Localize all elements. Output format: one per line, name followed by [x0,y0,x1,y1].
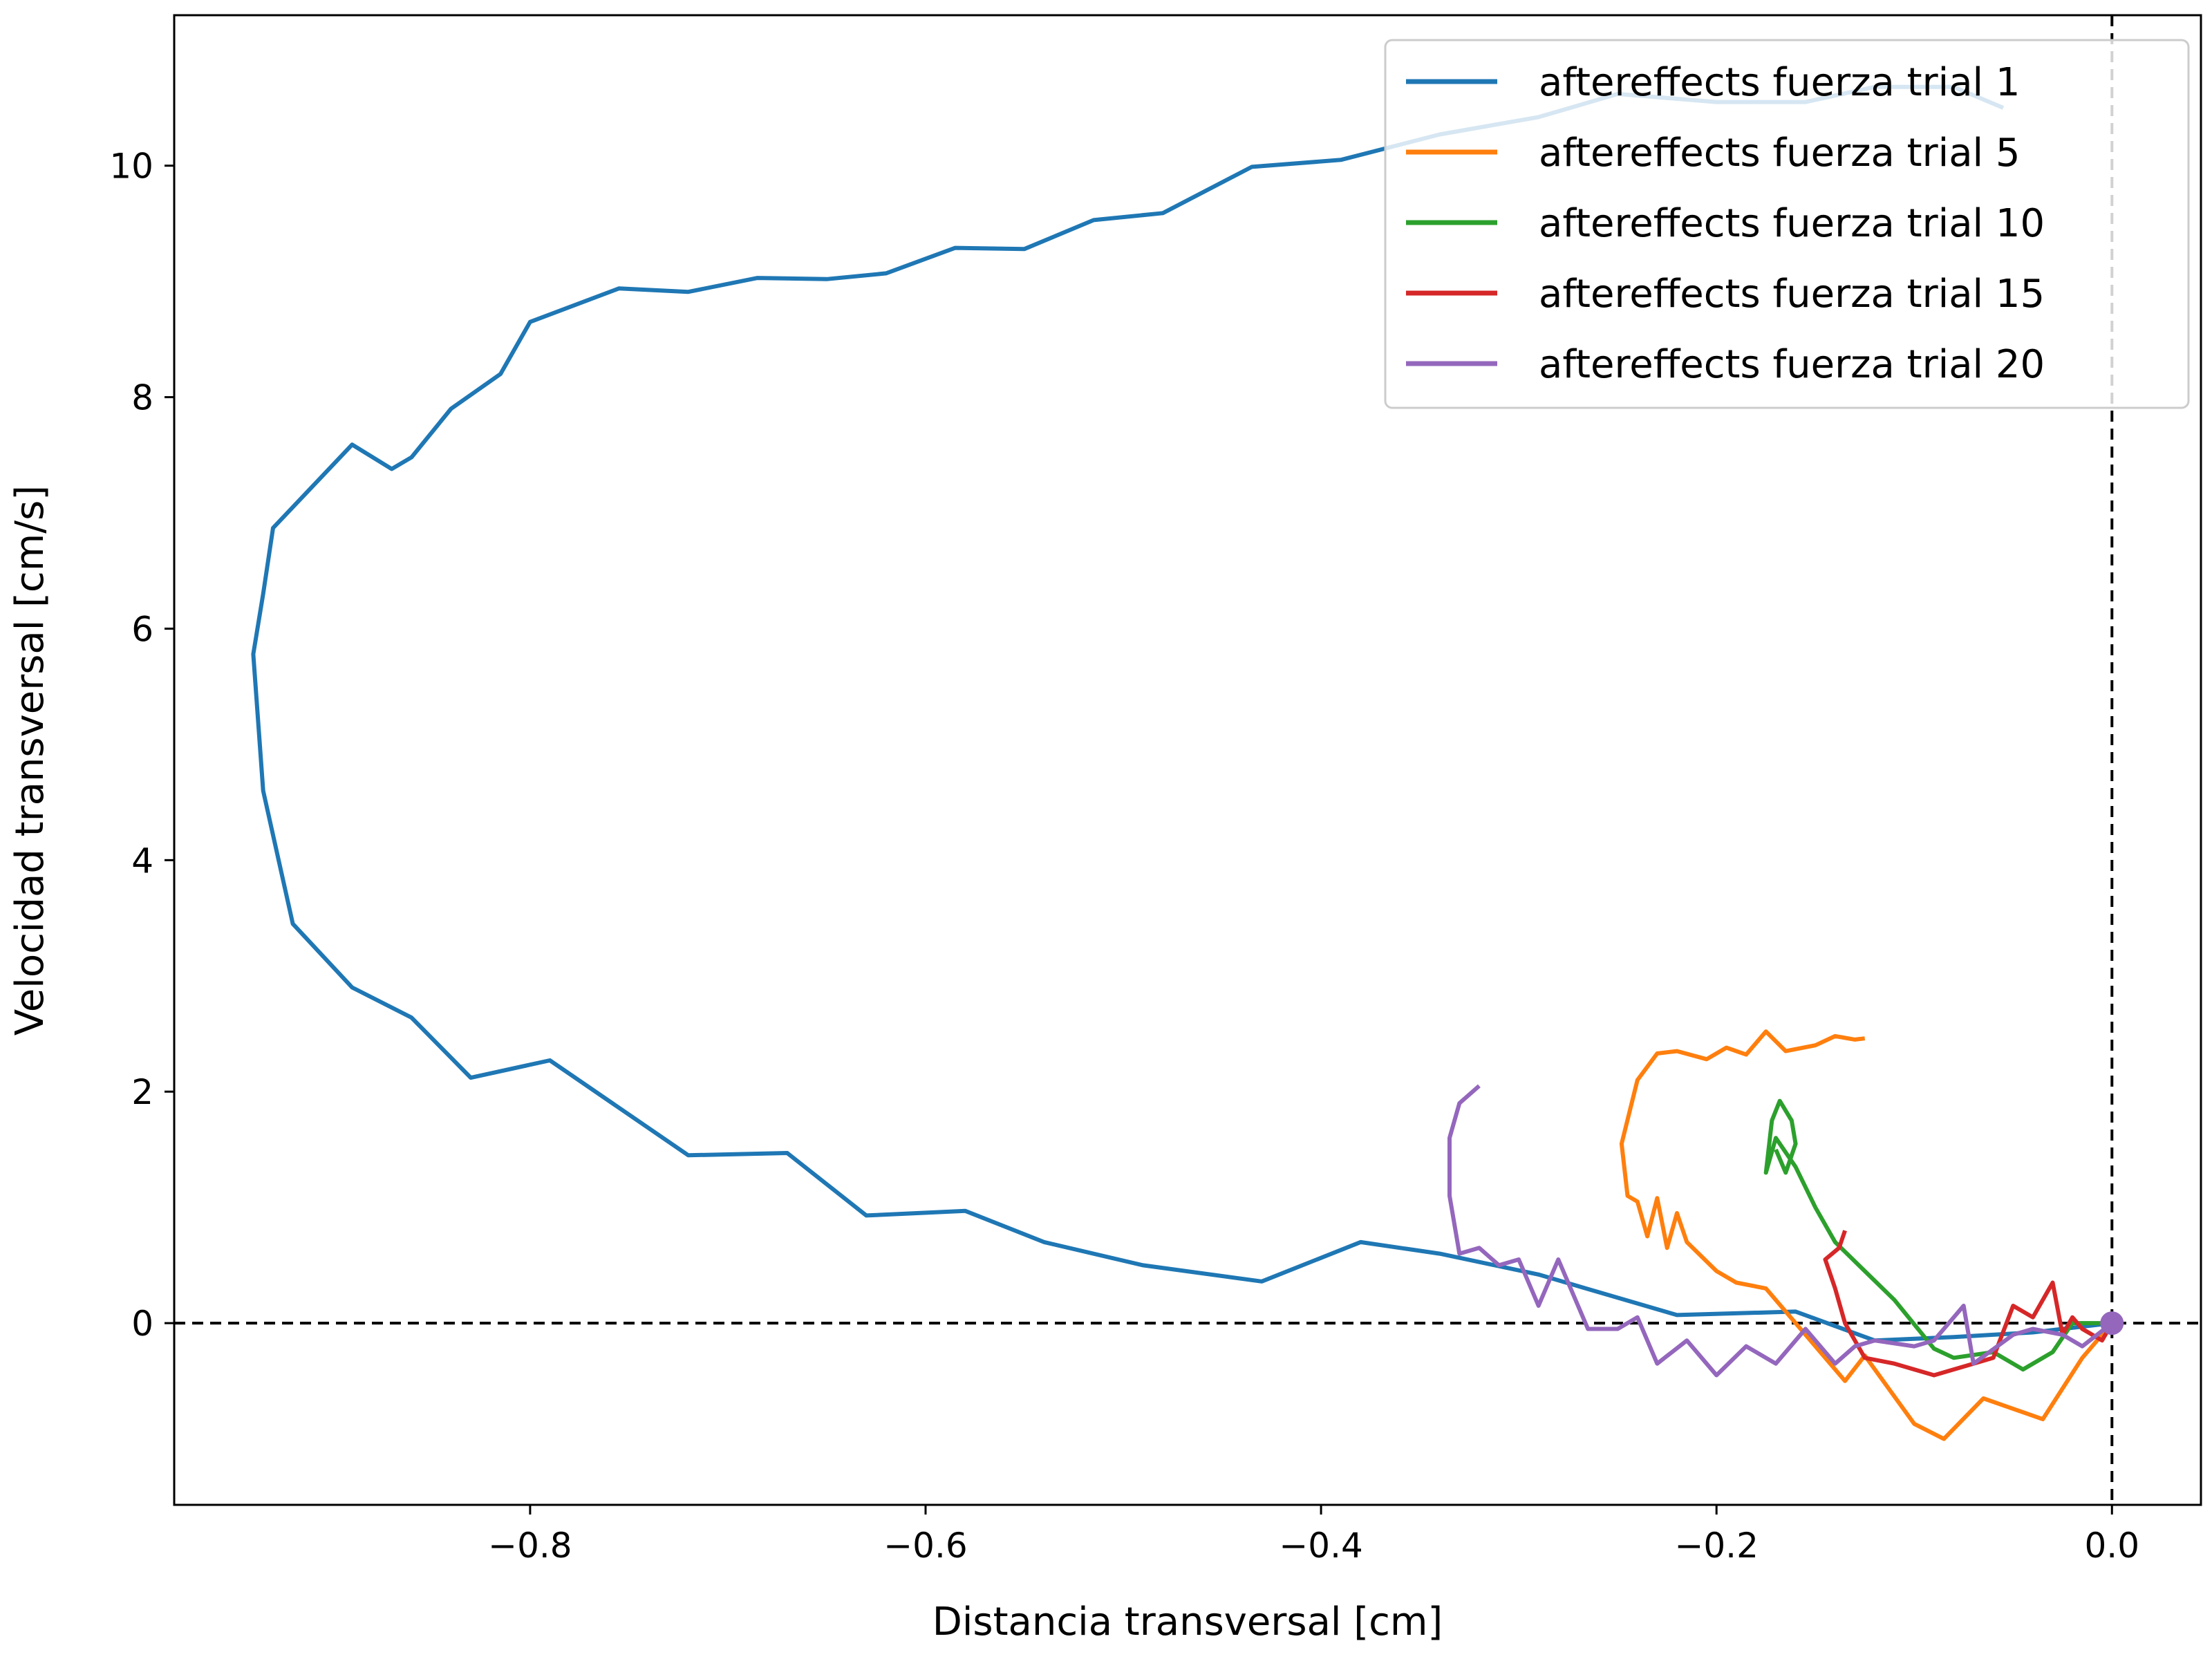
x-tick-label: −0.8 [488,1526,572,1566]
x-axis-label: Distancia transversal [cm] [932,1600,1443,1644]
legend-box [1384,39,2190,409]
y-tick-label: 4 [131,841,153,881]
x-tick-label: 0.0 [2085,1526,2140,1566]
y-tick-label: 10 [109,147,153,187]
x-tick-label: −0.4 [1279,1526,1362,1566]
y-axis-label: Velocidad transversal [cm/s] [8,485,53,1035]
y-tick-label: 0 [131,1304,153,1344]
y-tick-label: 6 [131,609,153,649]
series-line-3 [1763,1098,2112,1372]
legend-entry-label: aftereffects fuerza trial 10 [1539,201,2045,246]
x-tick-label: −0.2 [1674,1526,1758,1566]
legend-entry-label: aftereffects fuerza trial 5 [1539,131,2021,176]
series-line-1 [251,84,2112,1343]
y-tick-label: 8 [131,378,153,418]
plot-frame [173,14,2202,1506]
legend-entry-label: aftereffects fuerza trial 15 [1539,272,2045,317]
legend: aftereffects fuerza trial 1 aftereffects … [1384,39,2190,409]
series-line-5 [1447,1084,2114,1378]
origin-marker [2100,1311,2124,1335]
y-tick-label: 2 [131,1072,153,1112]
x-tick-label: −0.6 [883,1526,967,1566]
series-line-2 [1619,1029,2114,1441]
legend-entry-label: aftereffects fuerza trial 20 [1539,342,2045,387]
legend-entry-label: aftereffects fuerza trial 1 [1539,60,2021,105]
